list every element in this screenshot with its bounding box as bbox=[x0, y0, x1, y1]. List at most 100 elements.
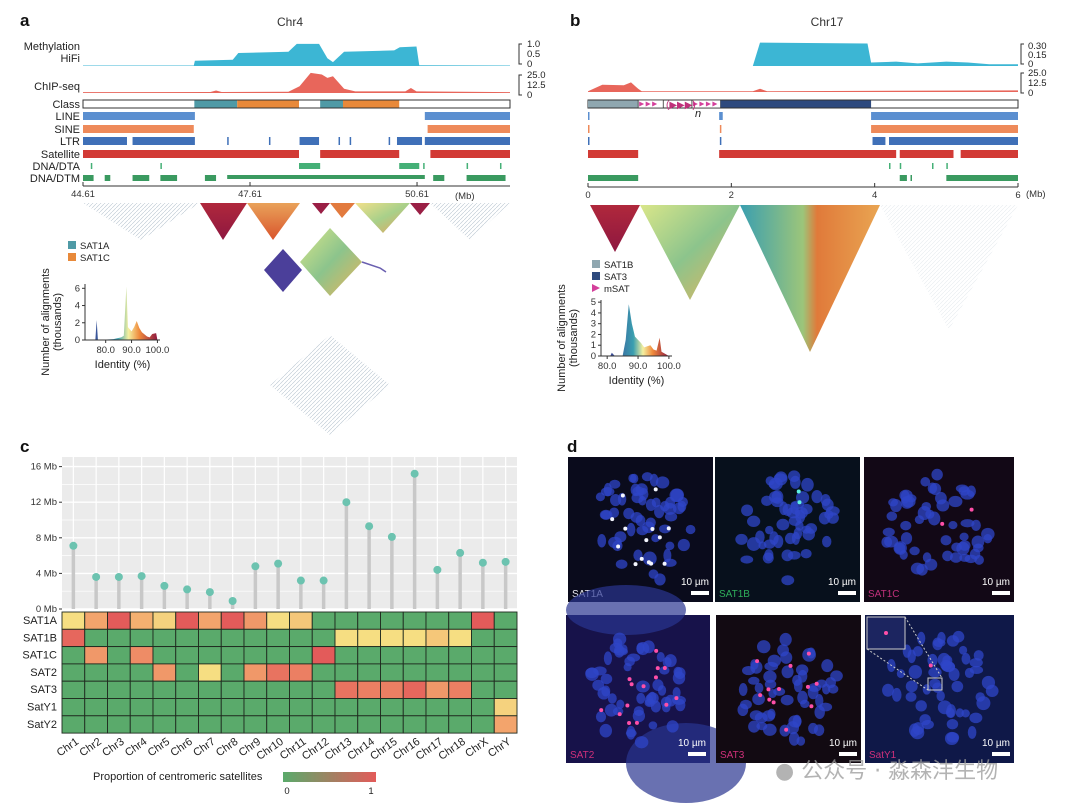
heatmap-triangle bbox=[312, 203, 330, 214]
chromosome bbox=[666, 720, 679, 733]
scale-bar bbox=[691, 591, 709, 595]
heatmap-triangle bbox=[740, 205, 880, 352]
heatmap-cell bbox=[61, 646, 86, 665]
y-tick-label: 0 bbox=[75, 335, 80, 346]
chromosome bbox=[595, 711, 607, 723]
chromosome bbox=[665, 496, 676, 509]
panel-a-title: Chr4 bbox=[277, 15, 303, 29]
chromosome bbox=[920, 477, 931, 487]
chromosome bbox=[955, 484, 969, 493]
chromosome bbox=[801, 477, 814, 492]
heatmap-cell bbox=[380, 628, 404, 648]
chromosome bbox=[791, 531, 800, 545]
heatmap-cell bbox=[129, 698, 154, 717]
heatmap-cell bbox=[175, 698, 199, 717]
track-feature-satellite bbox=[83, 150, 300, 158]
track-feature-dna-dtm bbox=[588, 175, 639, 181]
track-feature-sine bbox=[719, 125, 722, 133]
y-tick-label: 1 bbox=[591, 340, 596, 351]
heatmap-cell bbox=[448, 611, 472, 630]
y-tick-label: 5 bbox=[591, 297, 596, 308]
chromosome bbox=[815, 694, 824, 708]
lollipop-point-chr9 bbox=[251, 562, 260, 571]
heatmap-cell bbox=[266, 663, 290, 682]
chromosome bbox=[927, 653, 938, 667]
probe-signal bbox=[797, 500, 802, 505]
chromosome bbox=[959, 645, 968, 655]
heatmap-cell bbox=[471, 680, 495, 699]
track-feature-ltr bbox=[268, 137, 271, 145]
track-label-chipseq: ChIP-seq bbox=[34, 81, 80, 93]
chromosome bbox=[648, 691, 657, 704]
heatmap-cell bbox=[220, 628, 245, 648]
msat-arrow-icon bbox=[639, 101, 645, 107]
chromosome bbox=[931, 468, 943, 481]
chromosome bbox=[941, 661, 956, 672]
heatmap-row-label: SatY1 bbox=[27, 702, 57, 714]
chromosome bbox=[959, 532, 969, 541]
chromosome bbox=[771, 497, 784, 508]
chip-scale-max: 25.0 bbox=[1028, 68, 1047, 79]
heatmap-cell bbox=[152, 680, 177, 699]
chromosome bbox=[765, 525, 774, 535]
heatmap-cell bbox=[493, 715, 518, 734]
probe-signal bbox=[653, 487, 658, 492]
self-identity-heatmap-a bbox=[83, 203, 510, 435]
legend-label: SAT1A bbox=[80, 241, 110, 252]
probe-signal bbox=[634, 720, 639, 725]
chromosome bbox=[600, 487, 615, 497]
legend-min-label: 0 bbox=[284, 786, 289, 797]
heatmap-cell bbox=[357, 611, 381, 630]
heatmap-legend-title: Proportion of centromeric satellites bbox=[93, 771, 263, 783]
methylation-scale-min: 0 bbox=[527, 59, 532, 70]
chromosome bbox=[940, 535, 952, 546]
heatmap-cell bbox=[493, 680, 518, 699]
chromosome bbox=[767, 654, 782, 667]
probe-signal bbox=[806, 651, 811, 656]
heatmap-triangle bbox=[330, 203, 355, 218]
heatmap-cell bbox=[198, 628, 222, 648]
heatmap-legend-colorbar bbox=[283, 772, 376, 782]
heatmap-triangle bbox=[83, 203, 200, 240]
chromosome bbox=[946, 719, 959, 730]
track-feature-ltr bbox=[424, 137, 510, 145]
chromosome bbox=[928, 667, 942, 678]
x-unit-a: (Mb) bbox=[455, 191, 475, 202]
chromosome bbox=[921, 719, 934, 730]
histogram-area bbox=[85, 286, 158, 340]
chromosome bbox=[674, 667, 686, 680]
chromosome bbox=[599, 509, 613, 520]
chromosome bbox=[948, 521, 958, 530]
y-tick-label: 3 bbox=[591, 319, 596, 330]
track-feature-dna-dtm bbox=[204, 175, 217, 181]
heatmap-cell bbox=[107, 715, 131, 734]
heatmap-cell bbox=[107, 680, 131, 699]
heatmap-cell bbox=[289, 646, 313, 665]
chromosome bbox=[672, 695, 686, 705]
track-feature-dna-dta bbox=[466, 163, 469, 169]
heatmap-cell bbox=[129, 646, 154, 665]
probe-signal bbox=[633, 562, 638, 567]
chromosome bbox=[779, 632, 792, 647]
chromosome bbox=[917, 631, 926, 645]
heatmap-cell bbox=[334, 715, 359, 734]
heatmap-cell bbox=[61, 680, 86, 699]
heatmap-triangle bbox=[430, 203, 510, 240]
heatmap-cell bbox=[220, 715, 245, 734]
lollipop-point-chr7 bbox=[205, 588, 214, 597]
heatmap-cell bbox=[311, 680, 336, 699]
chromosome bbox=[937, 700, 952, 715]
probe-signal bbox=[755, 659, 760, 664]
track-feature-dna-dtm bbox=[160, 175, 178, 181]
chromosome bbox=[685, 524, 696, 535]
chromosome bbox=[636, 692, 646, 704]
chromosome bbox=[664, 511, 678, 522]
track-feature-dna-dta bbox=[889, 163, 891, 169]
chromosome bbox=[981, 527, 995, 541]
heatmap-cell bbox=[107, 646, 131, 665]
chromosome bbox=[595, 492, 605, 502]
track-feature-line bbox=[719, 112, 723, 120]
chromosome bbox=[634, 736, 649, 749]
heatmap-cell bbox=[107, 698, 131, 717]
